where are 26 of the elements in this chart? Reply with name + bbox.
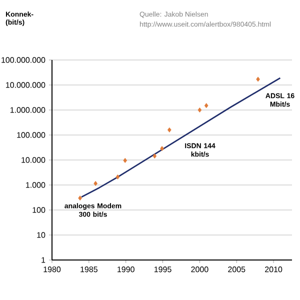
y-tick-label: 100 [32,207,46,213]
x-tick-label: 2010 [265,266,282,272]
point [152,154,157,159]
point [167,127,172,132]
point [123,158,128,163]
x-tick-label: 2005 [228,266,246,272]
point [78,196,82,201]
y-tick-label: 1.000.000 [10,107,46,113]
y-tick-label: 1.000 [26,182,46,188]
x-tick-label: 1990 [118,266,134,272]
x-tick-label: 1995 [154,266,172,272]
point [198,108,202,112]
point [94,180,98,186]
y-tick-label: 100.000 [17,132,46,138]
point [256,76,260,82]
y-tick-label: 1 [42,257,46,263]
point [204,103,208,108]
point [116,174,120,180]
x-tick-label: 1980 [44,266,61,272]
y-tick-label: 10.000 [22,157,46,163]
y-tick-label: 10 [37,232,46,238]
x-tick-label: 2000 [191,266,208,272]
point [160,146,164,152]
x-tick-label: 1985 [80,266,98,272]
y-tick-label: 100.000.000 [2,57,46,63]
y-tick-label: 10.000.000 [6,82,46,88]
